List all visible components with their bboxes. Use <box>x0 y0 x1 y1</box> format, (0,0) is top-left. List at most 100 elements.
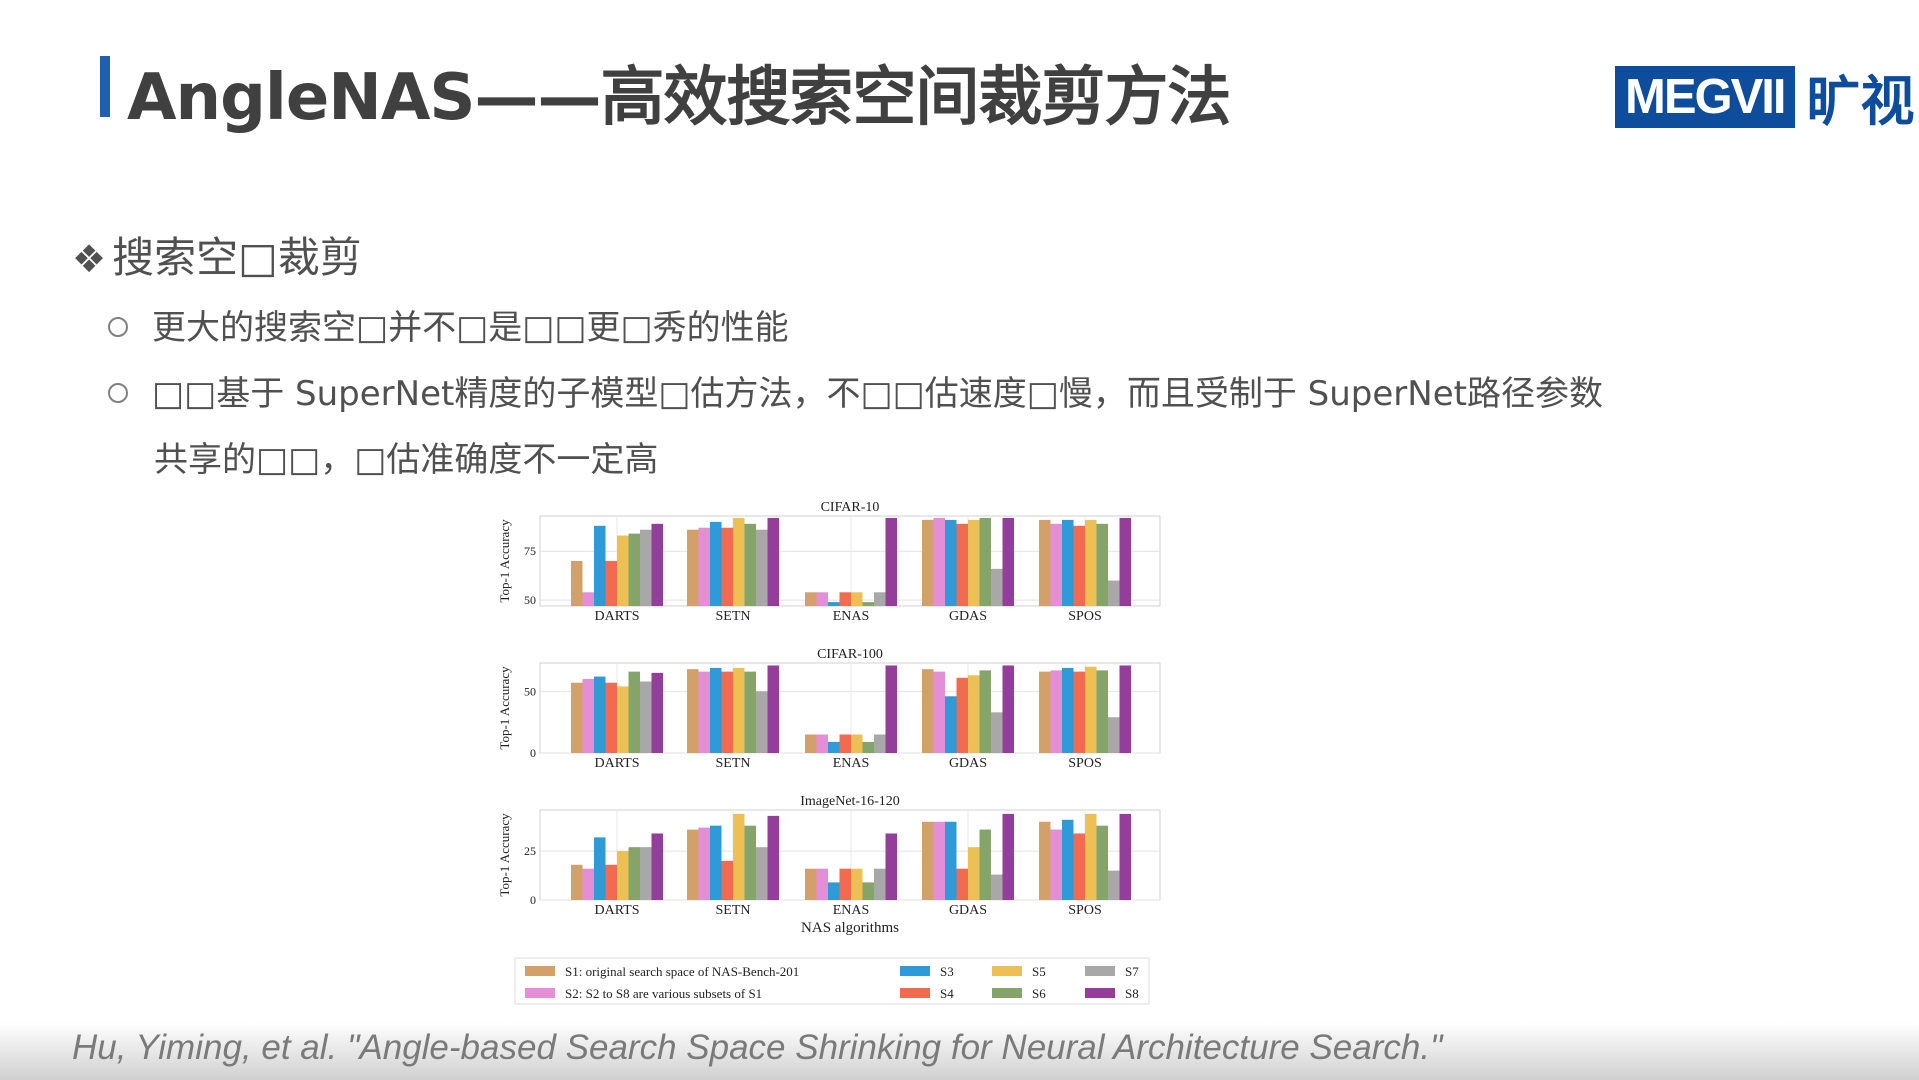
bar-s3-gdas <box>945 821 957 900</box>
bar-s7-enas <box>874 868 886 900</box>
bar-s2-darts <box>582 592 594 606</box>
bar-s7-spos <box>1108 580 1120 606</box>
y-tick-label: 50 <box>524 684 536 698</box>
circle-bullet-icon <box>108 316 128 337</box>
bar-s5-spos <box>1085 666 1097 753</box>
bar-s2-setn <box>698 827 710 900</box>
legend-swatch-s8 <box>1085 988 1115 998</box>
bar-s3-spos <box>1062 819 1074 900</box>
x-tick-label: GDAS <box>949 903 987 918</box>
bar-s7-darts <box>640 847 652 900</box>
x-tick-label: DARTS <box>594 903 639 918</box>
bar-s1-enas <box>805 592 817 606</box>
bar-s4-gdas <box>956 523 968 606</box>
bar-s7-setn <box>756 529 768 606</box>
bar-s4-enas <box>839 734 851 753</box>
bar-s3-gdas <box>945 696 957 753</box>
bar-s6-enas <box>862 882 874 900</box>
bullet-text: □□基于 SuperNet精度的子模型□估方法，不□□估速度□慢，而且受制于 S… <box>152 374 1603 414</box>
bar-s3-spos <box>1062 519 1074 606</box>
bar-s3-spos <box>1062 667 1074 753</box>
bar-s8-setn <box>767 517 779 606</box>
bullet-item: □□基于 SuperNet精度的子模型□估方法，不□□估速度□慢，而且受制于 S… <box>108 366 1603 415</box>
legend-swatch-s6 <box>992 988 1022 998</box>
megvii-logo: MEGVII 旷视 <box>1615 57 1915 136</box>
bar-s1-gdas <box>922 519 934 606</box>
page-title: AngleNAS——高效搜索空间裁剪方法 <box>127 61 1231 135</box>
bar-s8-spos <box>1119 517 1131 606</box>
bar-s4-darts <box>605 682 617 753</box>
bar-s2-spos <box>1050 523 1062 606</box>
bar-s7-enas <box>874 734 886 753</box>
chart-title: CIFAR-100 <box>817 647 883 662</box>
bar-s5-setn <box>733 813 745 900</box>
bar-s6-darts <box>628 671 640 753</box>
bar-s5-enas <box>851 734 863 753</box>
legend-swatch-s1 <box>525 966 555 976</box>
bar-s5-spos <box>1085 813 1097 900</box>
bar-s5-enas <box>851 868 863 900</box>
diamond-bullet-icon: ❖ <box>72 237 107 281</box>
logo-chinese: 旷视 <box>1806 70 1915 133</box>
bar-s4-darts <box>605 864 617 900</box>
legend-label: S1: original search space of NAS-Bench-2… <box>565 964 799 979</box>
x-tick-label: GDAS <box>949 756 987 771</box>
bar-s8-spos <box>1119 665 1131 753</box>
bar-s8-spos <box>1119 813 1131 900</box>
x-tick-label: SPOS <box>1068 756 1101 771</box>
x-tick-label: SETN <box>716 756 751 771</box>
bar-s1-setn <box>687 669 699 753</box>
footer-band <box>0 1022 1919 1080</box>
bar-s1-spos <box>1039 671 1051 753</box>
bar-s4-spos <box>1073 671 1085 753</box>
bar-s1-spos <box>1039 519 1051 606</box>
bar-s2-gdas <box>933 517 945 606</box>
legend-swatch-s2 <box>525 988 555 998</box>
bar-s3-darts <box>594 525 606 606</box>
bar-s2-darts <box>582 679 594 753</box>
bar-s7-spos <box>1108 717 1120 753</box>
bar-s1-setn <box>687 529 699 606</box>
bar-s2-spos <box>1050 670 1062 753</box>
bar-s2-gdas <box>933 671 945 753</box>
bar-s6-gdas <box>979 517 991 606</box>
bar-s8-enas <box>885 665 897 753</box>
section-heading-text: 搜索空□裁剪 <box>112 233 362 282</box>
bar-s5-gdas <box>968 675 980 753</box>
bar-s7-darts <box>640 681 652 753</box>
bar-s5-gdas <box>968 847 980 900</box>
bar-s4-gdas <box>956 868 968 900</box>
legend-swatch-s4 <box>900 988 930 998</box>
bar-s7-gdas <box>991 712 1003 753</box>
bar-s5-darts <box>617 851 629 900</box>
bar-s2-gdas <box>933 821 945 900</box>
y-axis-label: Top-1 Accuracy <box>497 666 512 750</box>
x-tick-label: SETN <box>716 609 751 624</box>
bar-s6-setn <box>744 825 756 900</box>
search-space-accuracy-figure: 50 75 DARTS SETN ENAS GDAS SPOS CIFAR-10 Top-1 A… <box>497 500 1161 1005</box>
legend-label: S3 <box>940 964 954 979</box>
y-tick-label: 50 <box>524 593 536 607</box>
x-tick-label: DARTS <box>594 756 639 771</box>
bar-s2-enas <box>816 592 828 606</box>
legend-label: S5 <box>1032 964 1046 979</box>
bar-s1-enas <box>805 868 817 900</box>
y-tick-label: 75 <box>524 544 536 558</box>
legend-box <box>514 957 1150 1005</box>
bar-s5-darts <box>617 686 629 753</box>
bar-s4-spos <box>1073 833 1085 900</box>
bar-s7-gdas <box>991 568 1003 606</box>
legend-swatch-s5 <box>992 966 1022 976</box>
bullet-item: 更大的搜索空□并不□是□□更□秀的性能 <box>108 300 789 349</box>
legend-swatch-s3 <box>900 966 930 976</box>
bar-s8-darts <box>651 672 663 753</box>
bar-s1-gdas <box>922 821 934 900</box>
title-accent-bar <box>100 56 110 117</box>
bar-s8-setn <box>767 665 779 753</box>
x-tick-label: SPOS <box>1068 609 1101 624</box>
x-tick-label: ENAS <box>833 609 870 624</box>
bar-s4-spos <box>1073 525 1085 606</box>
bar-s8-gdas <box>1002 665 1014 753</box>
bar-s3-enas <box>828 602 840 606</box>
bar-s6-gdas <box>979 829 991 900</box>
